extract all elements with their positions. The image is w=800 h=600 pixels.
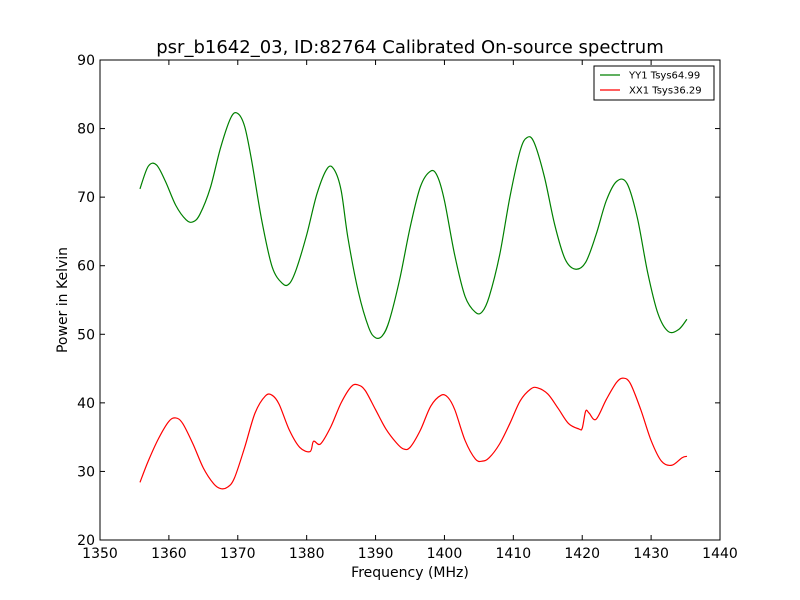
- x-tick-label: 1410: [496, 546, 532, 562]
- y-tick-label: 40: [77, 396, 95, 412]
- x-tick-label: 1390: [358, 546, 394, 562]
- y-tick-label: 20: [77, 533, 95, 549]
- legend-label-1: XX1 Tsys36.29: [629, 86, 702, 97]
- chart-title: psr_b1642_03, ID:82764 Calibrated On-sou…: [156, 37, 663, 58]
- legend: YY1 Tsys64.99 XX1 Tsys36.29: [593, 65, 715, 101]
- x-tick-label: 1400: [427, 546, 463, 562]
- legend-label-0: YY1 Tsys64.99: [628, 71, 700, 82]
- y-axis-label: Power in Kelvin: [55, 247, 71, 353]
- x-tick-label: 1430: [633, 546, 669, 562]
- x-tick-label: 1420: [564, 546, 600, 562]
- y-tick-label: 90: [77, 53, 95, 69]
- legend-items: YY1 Tsys64.99 XX1 Tsys36.29: [600, 71, 702, 97]
- legend-box: [593, 65, 715, 101]
- x-tick-label: 1380: [289, 546, 325, 562]
- x-axis: 1350 1360 1370 1380 1390 1400 1410 1420 1430 1440: [82, 60, 738, 562]
- y-axis: 20 30 40 50 60 70 80 90: [77, 53, 720, 549]
- y-tick-label: 80: [77, 122, 95, 138]
- y-tick-label: 50: [77, 327, 95, 343]
- series-line-0: [139, 112, 688, 340]
- y-tick-label: 60: [77, 259, 95, 275]
- series-line-1: [139, 377, 688, 490]
- series-layer: [139, 112, 688, 490]
- y-tick-label: 30: [77, 464, 95, 480]
- plot-frame: [99, 59, 721, 541]
- y-tick-label: 70: [77, 190, 95, 206]
- plot-background: [100, 60, 720, 540]
- x-axis-label: Frequency (MHz): [351, 565, 469, 581]
- plot-area: 1350 1360 1370 1380 1390 1400 1410 1420 1430 1440…: [77, 53, 738, 562]
- x-tick-label: 1370: [220, 546, 256, 562]
- x-tick-label: 1440: [702, 546, 738, 562]
- x-tick-label: 1350: [82, 546, 118, 562]
- x-tick-label: 1360: [151, 546, 187, 562]
